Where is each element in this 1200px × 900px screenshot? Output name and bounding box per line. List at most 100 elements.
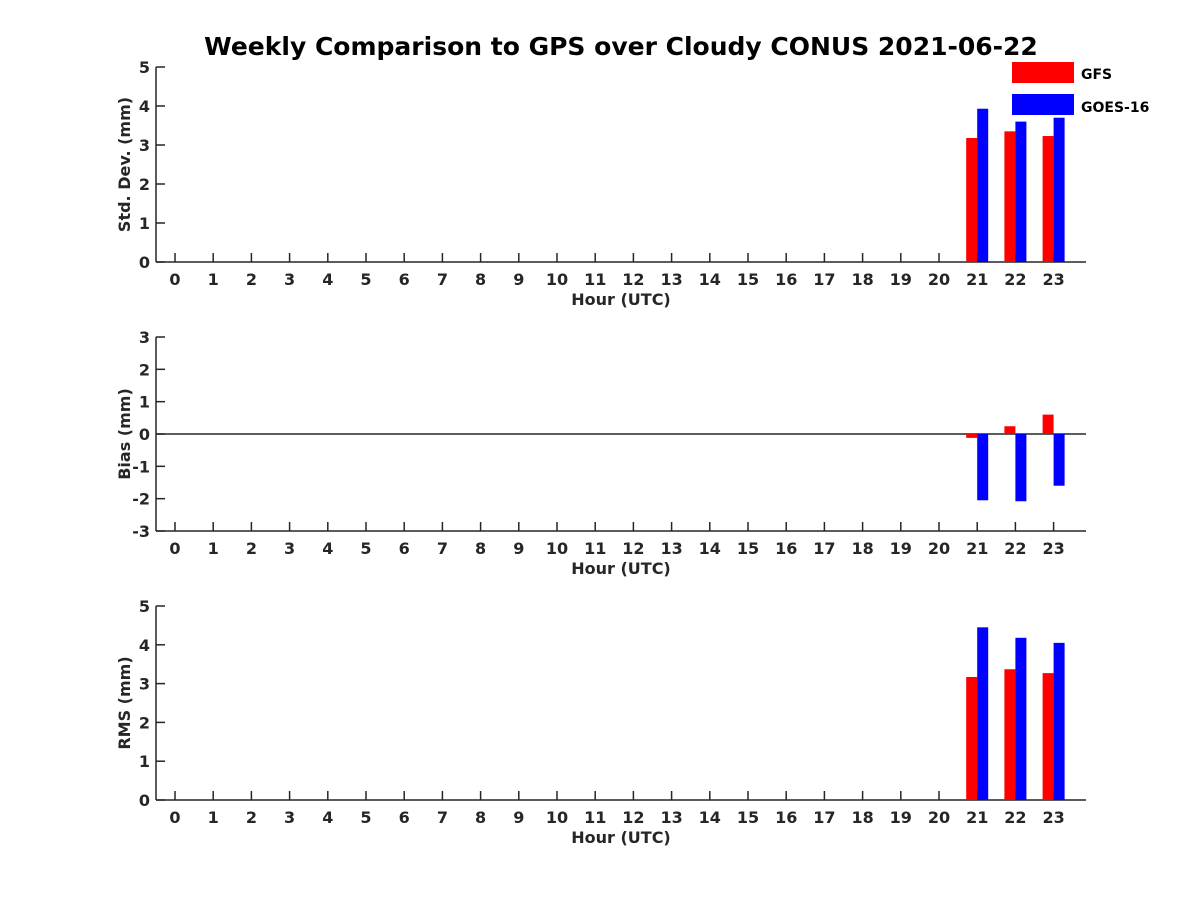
bar-gfs-hour-23 — [1042, 136, 1054, 262]
y-tick-label: 2 — [139, 175, 150, 194]
y-tick-label: 0 — [139, 253, 150, 272]
y-tick-label: -1 — [132, 457, 150, 476]
bar-goes16-hour-23 — [1053, 642, 1065, 800]
legend-label-goes16: GOES-16 — [1081, 100, 1149, 116]
x-tick-label: 1 — [208, 808, 219, 827]
x-tick-label: 0 — [169, 270, 180, 289]
x-tick-label: 9 — [513, 539, 524, 558]
x-tick-label: 14 — [699, 539, 721, 558]
x-tick-label: 20 — [928, 270, 950, 289]
x-tick-label: 18 — [851, 539, 873, 558]
bar-gfs-hour-22 — [1004, 669, 1016, 800]
y-tick-label: 3 — [139, 136, 150, 155]
y-tick-label: 0 — [139, 425, 150, 444]
x-tick-label: 11 — [584, 270, 606, 289]
x-tick-label: 6 — [399, 539, 410, 558]
y-tick-label: 3 — [139, 328, 150, 347]
y-tick-label: 2 — [139, 360, 150, 379]
y-tick-label: 3 — [139, 675, 150, 694]
bar-goes16-hour-21 — [977, 627, 989, 800]
bar-gfs-hour-22 — [1004, 131, 1016, 262]
bar-goes16-hour-22 — [1015, 434, 1027, 502]
x-axis-label: Hour (UTC) — [571, 559, 671, 578]
x-tick-label: 2 — [246, 270, 257, 289]
bar-goes16-hour-23 — [1053, 434, 1065, 486]
bar-goes16-hour-22 — [1015, 637, 1027, 800]
y-axis-label: Bias (mm) — [115, 388, 134, 480]
bar-gfs-hour-21 — [966, 434, 978, 438]
y-tick-label: 4 — [139, 636, 150, 655]
x-tick-label: 14 — [699, 270, 721, 289]
bar-goes16-hour-23 — [1053, 117, 1065, 262]
y-tick-label: 4 — [139, 97, 150, 116]
bar-gfs-hour-21 — [966, 137, 978, 262]
x-tick-label: 12 — [622, 539, 644, 558]
x-tick-label: 7 — [437, 270, 448, 289]
x-tick-label: 7 — [437, 808, 448, 827]
y-tick-label: 1 — [139, 214, 150, 233]
bar-gfs-hour-23 — [1042, 673, 1054, 800]
y-axis-label: Std. Dev. (mm) — [115, 97, 134, 232]
x-tick-label: 5 — [360, 808, 371, 827]
chart-title: Weekly Comparison to GPS over Cloudy CON… — [204, 32, 1038, 61]
y-tick-label: 0 — [139, 791, 150, 810]
x-tick-label: 18 — [851, 270, 873, 289]
x-tick-label: 8 — [475, 270, 486, 289]
legend: GFS GOES-16 — [1012, 62, 1149, 116]
x-axis-label: Hour (UTC) — [571, 828, 671, 847]
y-tick-label: -2 — [132, 490, 150, 509]
bar-goes16-hour-22 — [1015, 121, 1027, 262]
x-tick-label: 6 — [399, 808, 410, 827]
x-tick-label: 4 — [322, 808, 333, 827]
x-tick-label: 14 — [699, 808, 721, 827]
x-tick-label: 21 — [966, 808, 988, 827]
x-tick-label: 19 — [890, 270, 912, 289]
x-tick-label: 12 — [622, 270, 644, 289]
x-tick-label: 8 — [475, 539, 486, 558]
bar-goes16-hour-21 — [977, 108, 989, 262]
x-tick-label: 0 — [169, 808, 180, 827]
x-tick-label: 23 — [1042, 808, 1064, 827]
x-tick-label: 4 — [322, 270, 333, 289]
bar-goes16-hour-21 — [977, 434, 989, 501]
legend-label-gfs: GFS — [1081, 67, 1112, 83]
x-tick-label: 23 — [1042, 270, 1064, 289]
x-tick-label: 13 — [660, 539, 682, 558]
y-tick-label: 1 — [139, 752, 150, 771]
x-tick-label: 4 — [322, 539, 333, 558]
x-tick-label: 16 — [775, 539, 797, 558]
x-tick-label: 21 — [966, 270, 988, 289]
x-tick-label: 19 — [890, 808, 912, 827]
x-tick-label: 20 — [928, 808, 950, 827]
x-tick-label: 18 — [851, 808, 873, 827]
x-tick-label: 16 — [775, 808, 797, 827]
x-tick-label: 5 — [360, 270, 371, 289]
bar-gfs-hour-21 — [966, 677, 978, 800]
x-tick-label: 1 — [208, 270, 219, 289]
x-tick-label: 1 — [208, 539, 219, 558]
x-tick-label: 5 — [360, 539, 371, 558]
y-tick-label: 5 — [139, 597, 150, 616]
x-tick-label: 22 — [1004, 539, 1026, 558]
x-tick-label: 15 — [737, 539, 759, 558]
y-tick-label: -3 — [132, 522, 150, 541]
x-tick-label: 2 — [246, 539, 257, 558]
x-tick-label: 6 — [399, 270, 410, 289]
x-tick-label: 11 — [584, 539, 606, 558]
legend-swatch-goes16 — [1012, 94, 1074, 115]
x-tick-label: 16 — [775, 270, 797, 289]
y-tick-label: 5 — [139, 58, 150, 77]
x-tick-label: 19 — [890, 539, 912, 558]
x-tick-label: 10 — [546, 270, 568, 289]
x-tick-label: 20 — [928, 539, 950, 558]
x-tick-label: 23 — [1042, 539, 1064, 558]
x-tick-label: 10 — [546, 808, 568, 827]
x-tick-label: 3 — [284, 808, 295, 827]
x-tick-label: 8 — [475, 808, 486, 827]
bar-gfs-hour-23 — [1042, 414, 1054, 434]
x-tick-label: 11 — [584, 808, 606, 827]
x-tick-label: 9 — [513, 808, 524, 827]
